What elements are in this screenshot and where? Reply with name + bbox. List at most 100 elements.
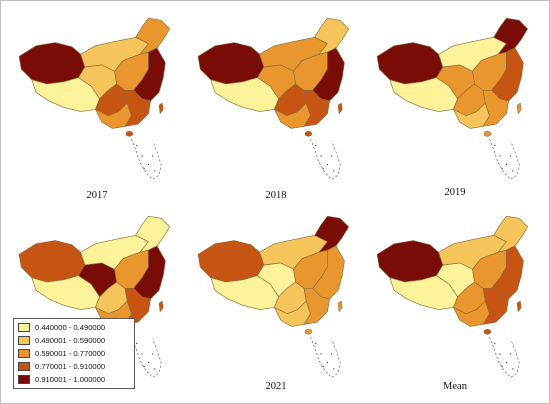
island-dot: [141, 353, 143, 355]
map-panel-mean: Mean: [367, 204, 543, 400]
china-map-2019: [376, 17, 528, 180]
map-panel-2021: 2021: [188, 204, 364, 400]
year-label-mean: Mean: [443, 381, 467, 392]
island-dot: [320, 155, 322, 157]
region-taiwan: [337, 102, 343, 115]
year-label-2021: 2021: [265, 381, 287, 392]
legend-item: 0.770001 - 0.910000: [18, 360, 130, 373]
island-dot: [331, 155, 333, 157]
island-dot: [510, 155, 512, 157]
region-northeast: [314, 215, 349, 253]
legend-label: 0.590001 - 0.770000: [35, 349, 106, 358]
year-label-2018: 2018: [265, 190, 287, 201]
island-dot: [499, 353, 501, 355]
region-northeast: [314, 17, 349, 55]
china-map-2021: [197, 215, 349, 378]
map-panel-2019: 2019: [367, 6, 543, 202]
island-dot: [315, 144, 317, 147]
map-panel-2017: 2017: [9, 6, 185, 202]
china-map-2018: [197, 17, 349, 180]
island-dot: [320, 353, 322, 355]
legend-label: 0.910001 - 1.000000: [35, 375, 106, 384]
map-regions: [197, 215, 349, 378]
island-dot: [147, 361, 150, 364]
island-dot: [154, 170, 156, 172]
region-xinjiang: [376, 42, 444, 85]
region-xinjiang: [18, 42, 86, 85]
region-northeast: [493, 17, 528, 55]
legend-label: 0.490001 - 0.590000: [35, 336, 106, 345]
island-dot: [501, 366, 503, 368]
island-dot: [136, 342, 138, 345]
island-dot: [501, 168, 503, 170]
region-hainan: [125, 130, 134, 137]
south-china-sea-boundary: [489, 138, 520, 180]
region-taiwan: [516, 300, 522, 313]
island-dot: [512, 170, 514, 172]
island-dot: [322, 366, 324, 368]
region-hainan: [304, 130, 313, 137]
south-china-sea-boundary: [310, 138, 341, 180]
south-china-sea-boundary: [131, 336, 162, 378]
region-northeast: [493, 215, 528, 253]
island-dot: [333, 368, 335, 370]
island-dot: [152, 155, 154, 157]
region-northeast: [135, 215, 170, 253]
region-south: [303, 90, 330, 127]
legend-swatch-2: [18, 349, 30, 358]
region-northeast: [135, 17, 170, 55]
region-hainan: [483, 130, 492, 137]
island-dot: [494, 342, 496, 345]
legend-swatch-3: [18, 362, 30, 371]
legend-item: 0.910001 - 1.000000: [18, 373, 130, 386]
island-dot: [505, 361, 508, 364]
region-taiwan: [516, 102, 522, 115]
map-regions: [376, 17, 528, 180]
region-xinjiang: [197, 240, 265, 283]
island-dot: [326, 361, 329, 364]
south-china-sea-boundary: [131, 138, 162, 180]
map-regions: [18, 17, 170, 180]
legend-item: 0.490001 - 0.590000: [18, 334, 130, 347]
region-hainan: [304, 328, 313, 335]
region-taiwan: [158, 300, 164, 313]
island-dot: [499, 155, 501, 157]
region-taiwan: [158, 102, 164, 115]
map-panel-2018: 2018: [188, 6, 364, 202]
south-china-sea-boundary: [310, 336, 341, 378]
island-dot: [322, 168, 324, 170]
region-xinjiang: [197, 42, 265, 85]
region-south: [482, 90, 509, 127]
region-south: [482, 288, 509, 325]
region-taiwan: [337, 300, 343, 313]
china-map-2017: [18, 17, 170, 180]
island-dot: [136, 144, 138, 147]
legend-swatch-4: [18, 375, 30, 384]
island-dot: [154, 368, 156, 370]
island-dot: [152, 353, 154, 355]
island-dot: [147, 163, 150, 166]
legend-swatch-1: [18, 336, 30, 345]
island-dot: [315, 342, 317, 345]
south-china-sea-boundary: [489, 336, 520, 378]
island-dot: [505, 163, 508, 166]
region-xinjiang: [376, 240, 444, 283]
map-regions: [376, 215, 528, 378]
island-dot: [141, 155, 143, 157]
island-dot: [143, 168, 145, 170]
island-dot: [512, 368, 514, 370]
map-regions: [197, 17, 349, 180]
island-dot: [494, 144, 496, 147]
legend-label: 0.440000 - 0.490000: [35, 323, 106, 332]
legend-item: 0.590001 - 0.770000: [18, 347, 130, 360]
legend-swatch-0: [18, 323, 30, 332]
year-label-2017: 2017: [86, 190, 108, 201]
region-xinjiang: [18, 240, 86, 283]
map-legend: 0.440000 - 0.490000 0.490001 - 0.590000 …: [13, 318, 135, 389]
island-dot: [326, 163, 329, 166]
china-map-mean: [376, 215, 528, 378]
island-dot: [331, 353, 333, 355]
island-dot: [510, 353, 512, 355]
island-dot: [333, 170, 335, 172]
